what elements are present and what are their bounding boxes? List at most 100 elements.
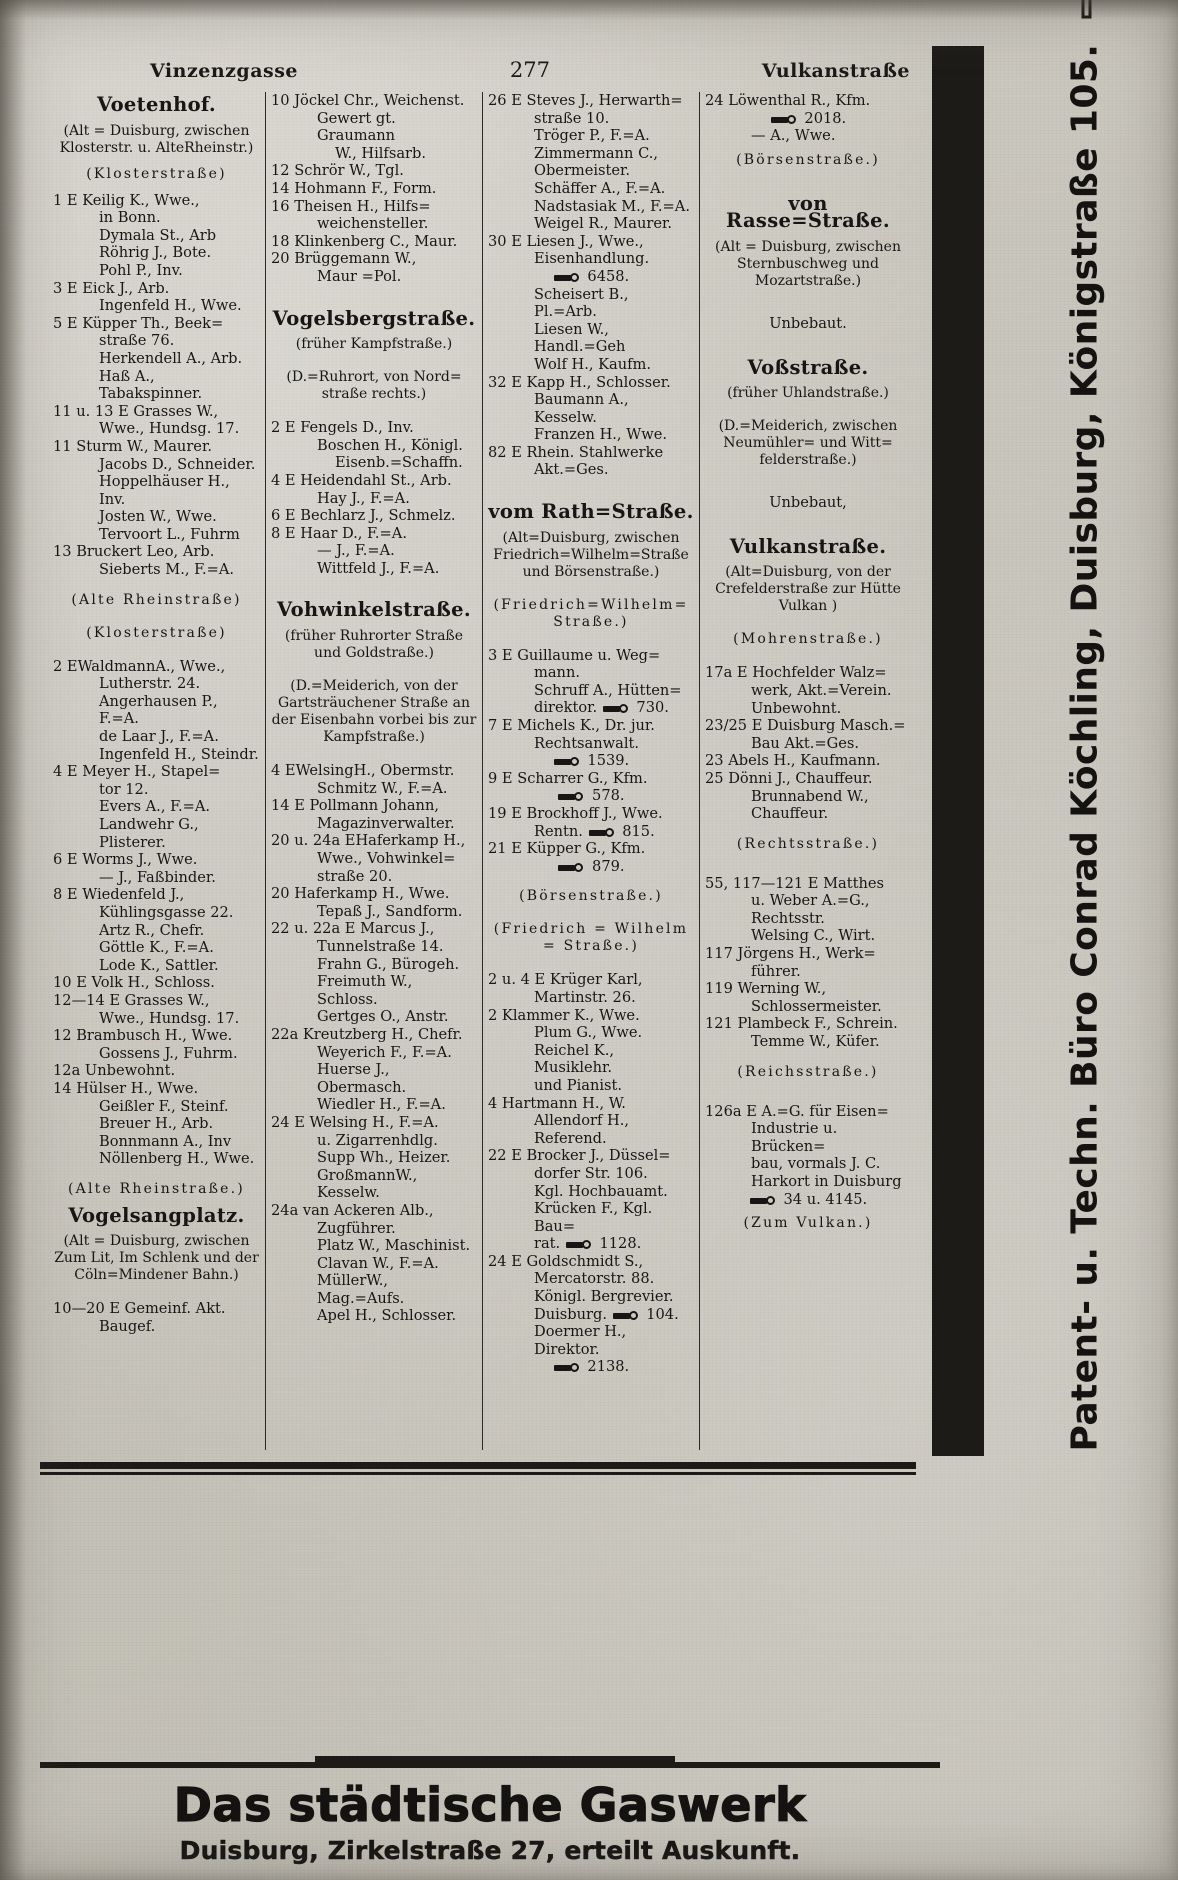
address-entry: 8 E Haar D., F.=A.: [271, 524, 407, 542]
cross-street-marker: (Alte Rheinstraße.): [68, 1180, 245, 1197]
resident-line: Jacobs D., Schneider.: [99, 455, 256, 473]
spacer: [271, 286, 477, 306]
resident-line: Huerse J., Obermasch.: [317, 1061, 407, 1096]
cross-street-marker: (Alte Rheinstraße): [71, 591, 242, 608]
cross-street-marker: (Zum Vulkan.): [743, 1215, 873, 1232]
street-heading: Voßstraße.: [747, 355, 869, 379]
resident-line: Supp Wh., Heizer.: [317, 1149, 451, 1167]
address-entry: 2 Klammer K., Wwe.: [488, 1006, 640, 1024]
resident-line: Artz R., Chefr.: [99, 921, 205, 939]
telephone-line: 578.: [488, 787, 694, 805]
street-description: (früher Ruhrorter Straße und Goldstraße.…: [284, 628, 464, 662]
resident-line: Herkendell A., Arb.: [99, 349, 243, 367]
vertical-ad-text: Patent- u. Techn. Büro Conrad Köchling, …: [1065, 0, 1106, 1452]
address-entry: 11 u. 13 E Grasses W.,: [53, 402, 219, 420]
address-entry: 12 Schrör W., Tgl.: [271, 162, 404, 180]
resident-line: Rechtsstr.: [751, 909, 825, 927]
resident-line: Eisenhandlung.: [534, 250, 650, 268]
cross-street-marker: (Börsenstraße.): [736, 151, 880, 168]
resident-line: Martinstr. 26.: [534, 988, 636, 1006]
address-entry: 16 Theisen H., Hilfs=: [271, 197, 431, 215]
resident-line: Gertges O., Anstr.: [317, 1008, 449, 1026]
resident-line: GroßmannW., Kesselw.: [317, 1166, 418, 1202]
resident-line: Hay J., F.=A.: [317, 489, 410, 507]
resident-line: Schmitz W., F.=A.: [317, 779, 448, 797]
address-entry: 14 Hohmann F., Form.: [271, 179, 437, 197]
spacer: [705, 411, 911, 418]
resident-line: Tervoort L., Fuhrm: [99, 525, 240, 543]
column-2: 10 Jöckel Chr., Weichenst. Gewert gt. Gra…: [265, 92, 482, 1450]
resident-line: Tepaß J., Sandform.: [317, 902, 463, 920]
street-description: (Alt = Duisburg, zwischen Klosterstr. u.…: [59, 122, 254, 156]
spacer: [488, 640, 694, 647]
telephone-icon: [565, 1240, 592, 1250]
resident-line: Haß A., Tabakspinner.: [99, 367, 203, 403]
resident-line: Zugführer.: [317, 1219, 396, 1237]
address-entry: 32 E Kapp H., Schlosser.: [488, 373, 671, 391]
address-entry: 10 Jöckel Chr., Weichenst.: [271, 92, 465, 109]
telephone-icon: [553, 757, 580, 767]
directory-columns: Voetenhof. (Alt = Duisburg, zwischen Klos…: [48, 92, 916, 1450]
resident-line: Kgl. Hochbauamt.: [534, 1182, 668, 1200]
spacer: [705, 299, 911, 306]
resident-line: Apel H., Schlosser.: [317, 1307, 457, 1325]
address-entry: 4 E Meyer H., Stapel=: [53, 763, 221, 781]
cross-street-marker: (Rechtsstraße.): [736, 835, 880, 852]
spacer: [53, 1168, 260, 1181]
resident-line: — J., Faßbinder.: [99, 868, 216, 886]
resident-line: Scheisert B., Pl.=Arb.: [534, 285, 629, 321]
telephone-line: rat. 1128.: [534, 1235, 642, 1253]
address-entry: 25 Dönni J., Chauffeur.: [705, 769, 873, 787]
spacer: [53, 579, 260, 592]
spacer: [705, 1208, 911, 1215]
address-entry: 5 E Küpper Th., Beek=: [53, 314, 224, 332]
column-3: 26 E Steves J., Herwarth= straße 10. Tröge…: [482, 92, 699, 1450]
address-entry: 9 E Scharrer G., Kfm.: [488, 769, 648, 787]
resident-line: Tunnelstraße 14.: [317, 938, 444, 955]
resident-line: Franzen H., Wwe.: [534, 426, 667, 444]
resident-line: Angerhausen P., F.=A.: [99, 692, 218, 728]
spacer: [705, 521, 911, 534]
ad-divider-block: [315, 1756, 675, 1765]
resident-line: werk, Akt.=Verein.: [751, 681, 892, 699]
resident-line: Breuer H., Arb.: [99, 1115, 214, 1133]
resident-line: Allendorf H., Referend.: [534, 1112, 630, 1147]
address-entry: 21 E Küpper G., Kfm.: [488, 840, 646, 858]
resident-line: Königl. Bergrevier.: [534, 1288, 674, 1306]
telephone-line: Duisburg. 104.: [534, 1305, 679, 1323]
address-entry: 26 E Steves J., Herwarth=: [488, 92, 683, 109]
bottom-advertisement: Das städtische Gaswerk Duisburg, Zirkels…: [40, 1778, 940, 1866]
address-entry: 20 u. 24a EHaferkamp H.,: [271, 832, 466, 850]
spacer: [705, 624, 911, 631]
address-entry: 14 E Pollmann Johann,: [271, 797, 439, 815]
telephone-icon: [558, 862, 584, 872]
resident-line: Nadstasiak M., F.=A.: [534, 197, 690, 215]
spacer: [271, 362, 477, 369]
spacer: [271, 671, 477, 678]
bottom-ad-title: Das städtische Gaswerk: [173, 1778, 807, 1832]
resident-line: Gossens J., Fuhrm.: [99, 1044, 238, 1062]
telephone-line: direktor. 730.: [534, 699, 669, 717]
spacer: [488, 875, 694, 888]
resident-line: Akt.=Ges.: [534, 461, 609, 479]
resident-line: Nöllenberg H., Wwe.: [99, 1150, 255, 1168]
resident-line: Baumann A., Kesselw.: [534, 391, 629, 426]
telephone-line: 2018.: [705, 110, 911, 128]
address-entry: 18 Klinkenberg C., Maur.: [271, 232, 458, 250]
vertical-ad-strip: Patent- u. Techn. Büro Conrad Köchling, …: [924, 0, 1174, 1456]
street-description: (Alt=Duisburg, zwischen Friedrich=Wilhel…: [493, 529, 689, 580]
resident-line: Sieberts M., F.=A.: [99, 561, 235, 579]
bottom-ad-subtitle: Duisburg, Zirkelstraße 27, erteilt Ausku…: [179, 1836, 801, 1866]
telephone-icon: [770, 114, 797, 124]
resident-line: Schäffer A., F.=A.: [534, 179, 666, 197]
spacer: [271, 577, 477, 597]
resident-line: Platz W., Maschinist.: [317, 1237, 471, 1255]
street-heading: von Rasse=Straße.: [726, 191, 890, 233]
street-description: (Alt = Duisburg, zwischen Sternbuschweg …: [715, 238, 901, 289]
telephone-line: 879.: [488, 858, 694, 876]
street-description: (D.=Ruhrort, von Nord= straße rechts.): [286, 369, 462, 403]
resident-line: Freimuth W., Schloss.: [317, 973, 413, 1008]
telephone-icon: [553, 1363, 580, 1373]
telephone-line: 34 u. 4145.: [705, 1191, 911, 1209]
